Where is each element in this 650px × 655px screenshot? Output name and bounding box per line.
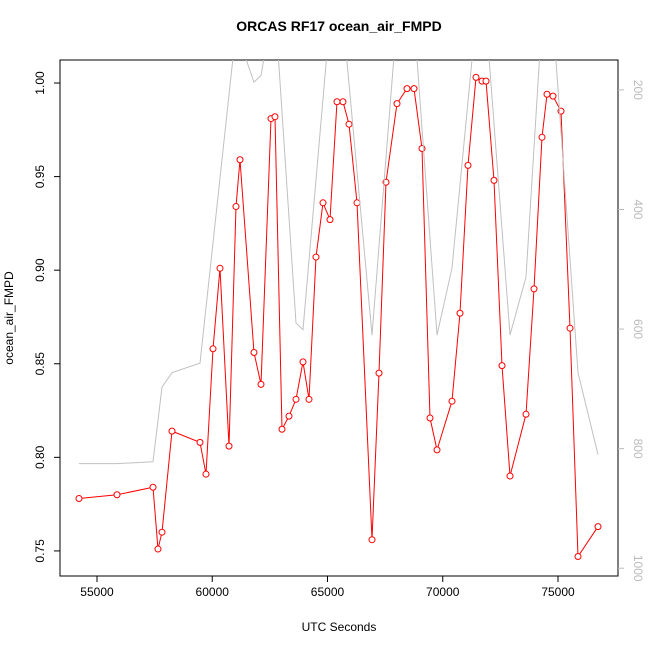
data-point [271,113,279,121]
data-point [448,397,456,405]
data-point [149,483,157,491]
data-point [292,395,300,403]
data-point [403,85,411,93]
data-point [305,395,313,403]
y-axis-label: ocean_air_FMPD [2,271,16,365]
y-tick-label: 0.85 [33,352,47,376]
data-point [209,345,217,353]
data-point [319,199,327,207]
data-point [368,536,376,544]
data-point [433,446,441,454]
x-tick-label: 60000 [196,585,230,599]
y2-tick-label: 600 [631,319,645,339]
x-tick-label: 65000 [311,585,345,599]
data-point [154,545,162,553]
y2-tick-label: 1000 [631,555,645,582]
data-point [464,161,472,169]
data-point [557,107,565,115]
data-point [375,369,383,377]
y2-tick-label: 400 [631,199,645,219]
y-tick-label: 0.80 [33,445,47,469]
data-point [312,253,320,261]
y2-line [78,60,599,465]
data-point [225,442,233,450]
data-point [353,199,361,207]
data-point [549,92,557,100]
data-point [472,73,480,81]
data-point [410,85,418,93]
data-point [202,470,210,478]
data-point [257,380,265,388]
data-point [326,216,334,224]
data-point [236,156,244,164]
chart-title: ORCAS RF17 ocean_air_FMPD [236,18,441,34]
y-tick-label: 1.00 [33,71,47,95]
data-point [75,495,83,503]
data-point [482,77,490,85]
x-tick-label: 70000 [426,585,460,599]
data-point [530,285,538,293]
data-point [158,528,166,536]
data-point [196,438,204,446]
data-point [339,98,347,106]
data-point [216,264,224,272]
data-point [594,523,602,531]
data-point [490,176,498,184]
data-point [574,553,582,561]
data-point [522,410,530,418]
x-tick-label: 75000 [541,585,575,599]
plot-box [59,59,619,577]
y2-tick-label: 800 [631,439,645,459]
data-point [278,425,286,433]
y-tick-label: 0.90 [33,258,47,282]
data-point [456,309,464,317]
data-point [345,120,353,128]
x-tick-label: 55000 [80,585,114,599]
data-point [333,98,341,106]
data-point [506,472,514,480]
y-tick-label: 0.75 [33,539,47,563]
data-point [113,491,121,499]
data-point [393,100,401,108]
data-point [250,349,258,357]
y-tick-label: 0.95 [33,165,47,189]
data-line [78,76,599,559]
data-point [566,324,574,332]
x-axis-label: UTC Seconds [302,620,377,634]
plot-area [75,60,602,561]
data-point [538,133,546,141]
data-point [299,358,307,366]
data-point [543,90,551,98]
data-point [285,412,293,420]
data-point [168,427,176,435]
data-point [426,414,434,422]
data-point [498,362,506,370]
data-point [232,203,240,211]
y2-tick-label: 200 [631,80,645,100]
